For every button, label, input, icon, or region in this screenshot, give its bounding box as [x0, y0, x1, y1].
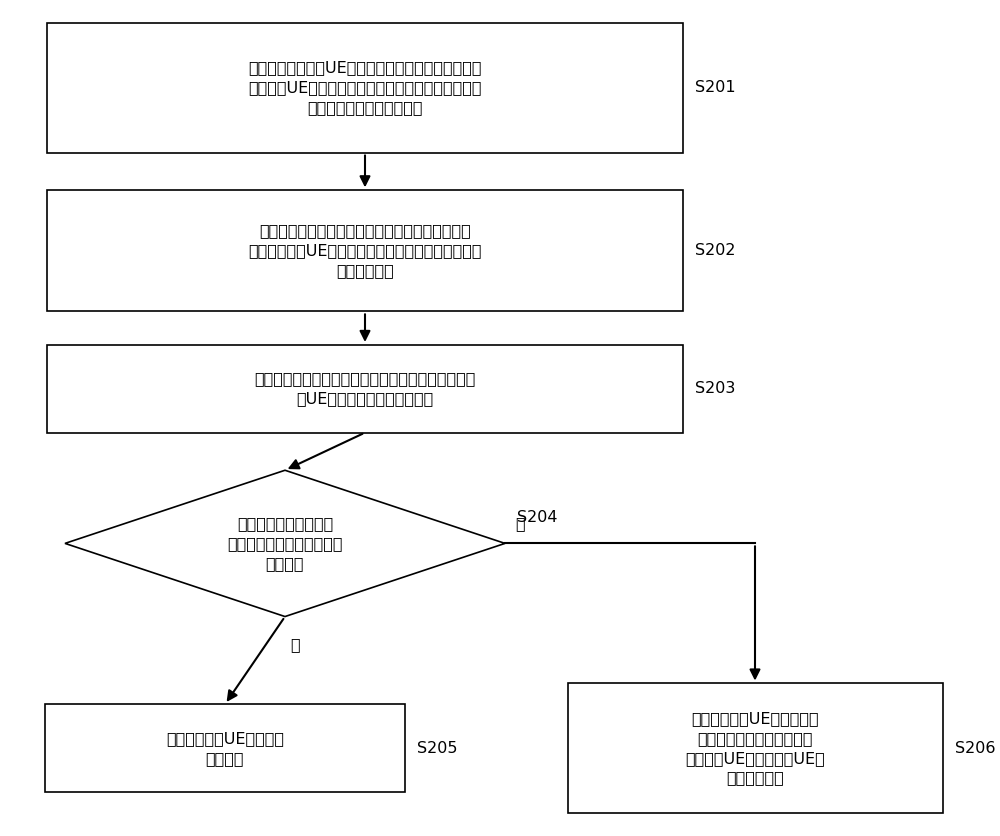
Text: 确定当前第一UE按照预设
行程行驶: 确定当前第一UE按照预设 行程行驶	[166, 731, 284, 766]
FancyBboxPatch shape	[47, 344, 682, 433]
Text: S202: S202	[694, 243, 735, 258]
Text: S205: S205	[417, 741, 458, 756]
Text: 确定当前第一UE未按照预设
行程行驶，所述服务器向与
所述第一UE关联的第二UE发
送异常信息；: 确定当前第一UE未按照预设 行程行驶，所述服务器向与 所述第一UE关联的第二UE…	[685, 711, 825, 785]
Text: 是: 是	[290, 638, 300, 652]
Text: S203: S203	[694, 381, 735, 396]
Text: 所述服务器在所述预设第一时间段之后，接收所述第
一UE发送的当前第二位置信息: 所述服务器在所述预设第一时间段之后，接收所述第 一UE发送的当前第二位置信息	[254, 371, 476, 406]
FancyBboxPatch shape	[568, 684, 942, 813]
FancyBboxPatch shape	[45, 704, 405, 793]
FancyBboxPatch shape	[47, 191, 682, 312]
Text: S204: S204	[517, 510, 558, 525]
Text: S201: S201	[694, 80, 735, 95]
Text: 判断第二位置信息是否
与所述至少一个待到达位置
信息相同: 判断第二位置信息是否 与所述至少一个待到达位置 信息相同	[227, 516, 343, 571]
Text: 所述服务器根据所述目的地信息和所述第一位置信
息，确定第一UE在预设第一时间段内的至少一个待到
达的位置信息: 所述服务器根据所述目的地信息和所述第一位置信 息，确定第一UE在预设第一时间段内…	[248, 223, 482, 278]
Polygon shape	[65, 470, 505, 617]
Text: S206: S206	[954, 741, 995, 756]
Text: 服务器在根据第一UE的打车请求派单之后，实时接收
所述第一UE发送的当前第一位置信息；所述打车请求
中包括出发地和目的地信息: 服务器在根据第一UE的打车请求派单之后，实时接收 所述第一UE发送的当前第一位置…	[248, 60, 482, 115]
Text: 否: 否	[515, 516, 525, 531]
FancyBboxPatch shape	[47, 23, 682, 153]
